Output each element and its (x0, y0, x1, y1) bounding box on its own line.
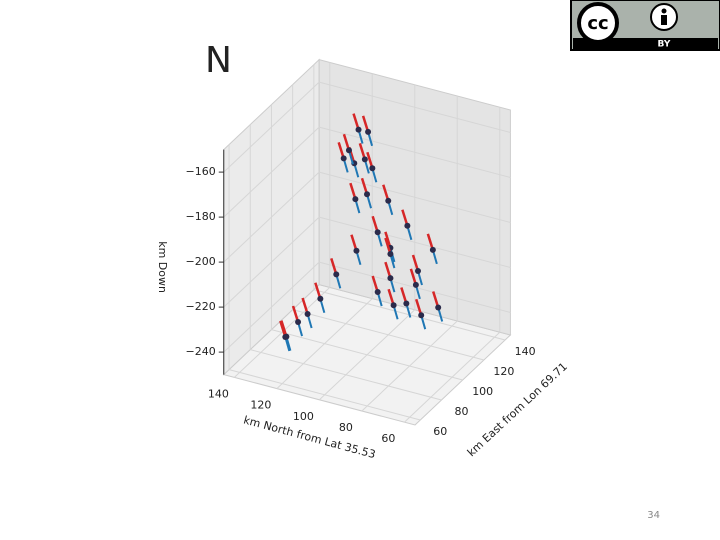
z-tick-label: −160 (186, 165, 216, 178)
point (365, 128, 372, 135)
point (374, 229, 381, 236)
by-body (661, 15, 667, 25)
point (304, 310, 311, 317)
grid-line (223, 261, 320, 353)
point (385, 197, 392, 204)
point (340, 155, 347, 162)
point (429, 246, 436, 253)
z-tick-label: −200 (186, 255, 216, 268)
point (404, 222, 411, 229)
by-text: BY (658, 40, 671, 50)
grid-line (319, 126, 511, 178)
point (317, 295, 324, 302)
point (282, 334, 289, 340)
x-tick-label: 140 (515, 345, 536, 358)
point (353, 247, 360, 254)
grid-line (223, 171, 320, 263)
point (333, 271, 340, 278)
point (418, 312, 425, 319)
grid-line (319, 81, 511, 133)
point (390, 302, 397, 309)
cc-text: cc (587, 13, 608, 34)
grid-line (319, 171, 511, 223)
point (369, 165, 376, 172)
x-tick-label: 60 (433, 425, 447, 438)
point (387, 275, 394, 282)
y-tick-label: 140 (208, 387, 229, 400)
point (412, 281, 419, 288)
point (403, 300, 410, 307)
page-number: 34 (647, 510, 660, 521)
x-tick-label: 80 (455, 405, 469, 418)
point (414, 268, 421, 275)
x-tick-label: 100 (472, 385, 493, 398)
grid-line (234, 287, 331, 378)
cc-icon (577, 2, 619, 44)
y-tick-label: 60 (381, 432, 395, 445)
grid-line (319, 309, 416, 401)
y-tick-label: 100 (293, 410, 314, 423)
grid-line (276, 298, 373, 389)
z-axis-label: km Down (156, 241, 169, 293)
badge-strip (573, 38, 718, 49)
grid-line (223, 81, 320, 173)
slide-title: N (205, 40, 232, 81)
y-tick-label: 120 (250, 399, 271, 412)
z-tick-label: −240 (186, 345, 216, 358)
grid-line (223, 216, 320, 308)
by-head (661, 8, 667, 14)
y-tick-label: 80 (339, 421, 353, 434)
point (352, 196, 359, 203)
point (435, 304, 442, 311)
point (295, 319, 302, 326)
grid-line (223, 126, 320, 218)
plot-3d: 60801001201401401201008060−160−180−200−2… (156, 58, 570, 461)
grid-line (361, 320, 458, 412)
point (345, 147, 352, 154)
point (361, 156, 368, 163)
z-tick-label: −180 (186, 210, 216, 223)
x-tick-label: 120 (493, 365, 514, 378)
point (374, 289, 381, 296)
grid-line (319, 216, 511, 268)
license-badge: cc BY (570, 0, 720, 51)
z-tick-label: −220 (186, 300, 216, 313)
point (387, 251, 394, 258)
point (364, 191, 371, 198)
grid-line (404, 331, 501, 423)
point (355, 126, 362, 133)
